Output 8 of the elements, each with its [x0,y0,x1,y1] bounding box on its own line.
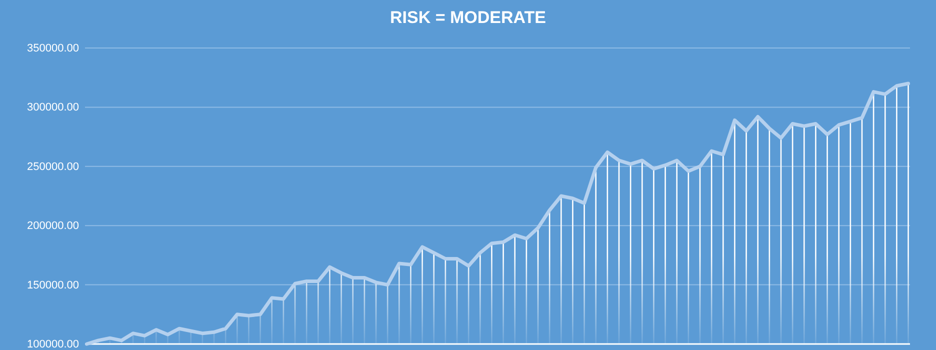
y-tick-label: 100000.00 [27,338,79,350]
y-tick-label: 350000.00 [27,42,79,55]
y-tick-label: 300000.00 [27,102,79,114]
y-tick-label: 200000.00 [27,220,79,232]
line-series [84,82,910,346]
y-tick-label: 150000.00 [27,279,79,292]
chart-title: RISK = MODERATE [390,8,546,27]
y-tick-label: 250000.00 [27,160,79,173]
